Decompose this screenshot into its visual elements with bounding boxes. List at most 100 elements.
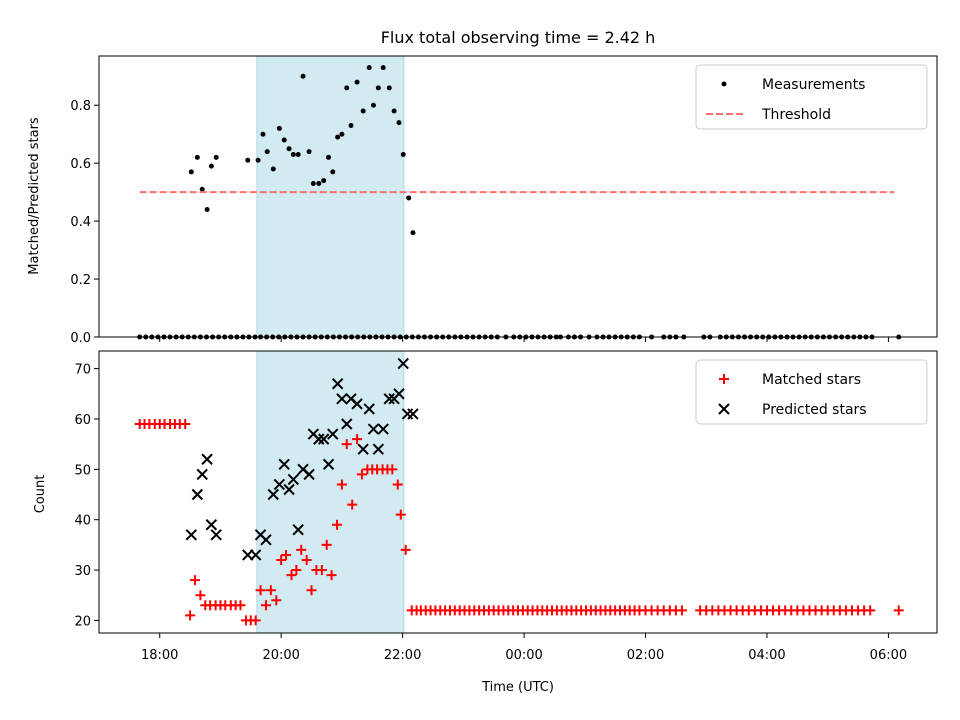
x-tick-label: 20:00 <box>262 648 299 663</box>
x-tick-label: 00:00 <box>505 648 542 663</box>
predicted-stars-point <box>341 418 353 430</box>
y-tick-label: 40 <box>74 514 91 529</box>
y-tick-label: 30 <box>74 564 91 579</box>
predicted-stars-point <box>407 408 419 420</box>
measurement-point <box>245 157 251 163</box>
legend-label: Threshold <box>761 107 831 123</box>
predicted-stars-point <box>331 378 344 390</box>
matched-stars-point <box>341 439 352 450</box>
measurement-point <box>339 131 345 137</box>
measurement-point <box>316 180 322 186</box>
count-y-axis-label: Count <box>33 475 48 514</box>
measurement-point <box>260 131 266 137</box>
measurement-point <box>270 166 276 172</box>
y-tick-label: 0.6 <box>70 157 91 172</box>
matched-stars-point <box>321 539 332 550</box>
x-tick-label: 18:00 <box>141 648 178 663</box>
measurement-point <box>290 151 296 157</box>
predicted-stars-point <box>260 534 272 546</box>
matched-stars-point <box>306 585 317 596</box>
matched-stars-point <box>250 615 261 626</box>
plot-area <box>137 65 902 340</box>
matched-stars-point <box>392 479 403 490</box>
y-tick-label: 20 <box>74 614 91 629</box>
measurement-point <box>204 207 210 213</box>
y-tick-label: 0.2 <box>70 273 91 288</box>
x-tick-label: 06:00 <box>870 648 907 663</box>
measurement-point <box>330 169 336 175</box>
matched-stars-point <box>296 544 307 555</box>
plot-area <box>134 357 904 626</box>
predicted-stars-point <box>273 478 286 491</box>
matched-stars-point <box>180 419 191 430</box>
matched-stars-point <box>336 479 347 490</box>
matched-stars-point <box>185 610 196 621</box>
observing-window-span <box>256 55 405 338</box>
measurement-point <box>199 186 205 192</box>
matched-stars-point <box>271 595 282 606</box>
measurement-point <box>276 125 282 131</box>
legend-dot-icon <box>721 81 727 87</box>
predicted-stars-point <box>292 524 304 536</box>
matched-stars-point <box>326 570 337 581</box>
predicted-stars-point <box>201 453 213 465</box>
count-panel: 20 30 40 50 60 70 18:00 20:00 22:00 00:00 02:00 04:… <box>74 350 938 663</box>
measurement-point <box>370 102 376 108</box>
measurement-point <box>255 157 261 163</box>
matched-stars-point <box>276 554 287 565</box>
predicted-stars-point <box>249 549 262 561</box>
measurement-point <box>410 230 416 236</box>
measurement-point <box>366 65 372 71</box>
predicted-stars-point <box>363 403 375 415</box>
matched-stars-point <box>301 554 312 565</box>
matched-stars-point <box>387 464 398 475</box>
matched-stars-point <box>189 575 200 586</box>
legend-label: Matched stars <box>762 372 861 388</box>
measurement-point <box>335 134 341 140</box>
matched-stars-point <box>316 565 327 576</box>
legend-label: Predicted stars <box>762 402 867 418</box>
measurement-point <box>188 169 194 175</box>
measurement-point <box>310 180 316 186</box>
matched-stars-point <box>395 509 406 520</box>
y-tick-label: 60 <box>74 413 91 428</box>
matched-stars-point <box>356 469 367 480</box>
predicted-stars-point <box>393 388 405 400</box>
predicted-stars-point <box>383 393 395 405</box>
measurement-point <box>281 137 287 143</box>
matched-stars-point <box>676 605 687 616</box>
predicted-stars-point <box>283 483 295 496</box>
measurement-point <box>286 146 292 152</box>
y-tick-label: 50 <box>74 463 91 478</box>
legend: Measurements Threshold <box>695 64 928 130</box>
measurement-point <box>264 149 270 155</box>
predicted-stars-point <box>357 443 369 455</box>
predicted-stars-point <box>196 468 208 481</box>
predicted-stars-point <box>303 468 315 481</box>
matched-stars-point <box>291 565 302 576</box>
x-tick-label: 22:00 <box>384 648 421 663</box>
predicted-stars-point <box>205 519 218 531</box>
measurement-point <box>400 151 406 157</box>
measurement-point <box>344 85 350 91</box>
predicted-stars-point <box>210 529 222 541</box>
measurement-point <box>380 65 386 71</box>
predicted-stars-point <box>313 433 325 445</box>
axes-frame <box>98 350 938 634</box>
matched-stars-point <box>235 600 246 611</box>
y-tick-label: 0.0 <box>70 331 91 346</box>
predicted-stars-point <box>278 458 290 471</box>
chart-title: Flux total observing time = 2.42 h <box>381 28 656 47</box>
matched-stars-point <box>332 519 343 530</box>
measurement-point <box>391 108 397 114</box>
matched-stars-point <box>352 434 363 445</box>
matched-stars-point <box>265 585 276 596</box>
measurement-point <box>354 79 360 85</box>
x-axis-label: Time (UTC) <box>481 680 554 695</box>
measurement-point <box>360 108 366 114</box>
measurement-point <box>348 123 354 129</box>
y-tick-label: 70 <box>74 363 91 378</box>
matched-stars-point <box>260 600 271 611</box>
predicted-stars-point <box>367 423 380 435</box>
